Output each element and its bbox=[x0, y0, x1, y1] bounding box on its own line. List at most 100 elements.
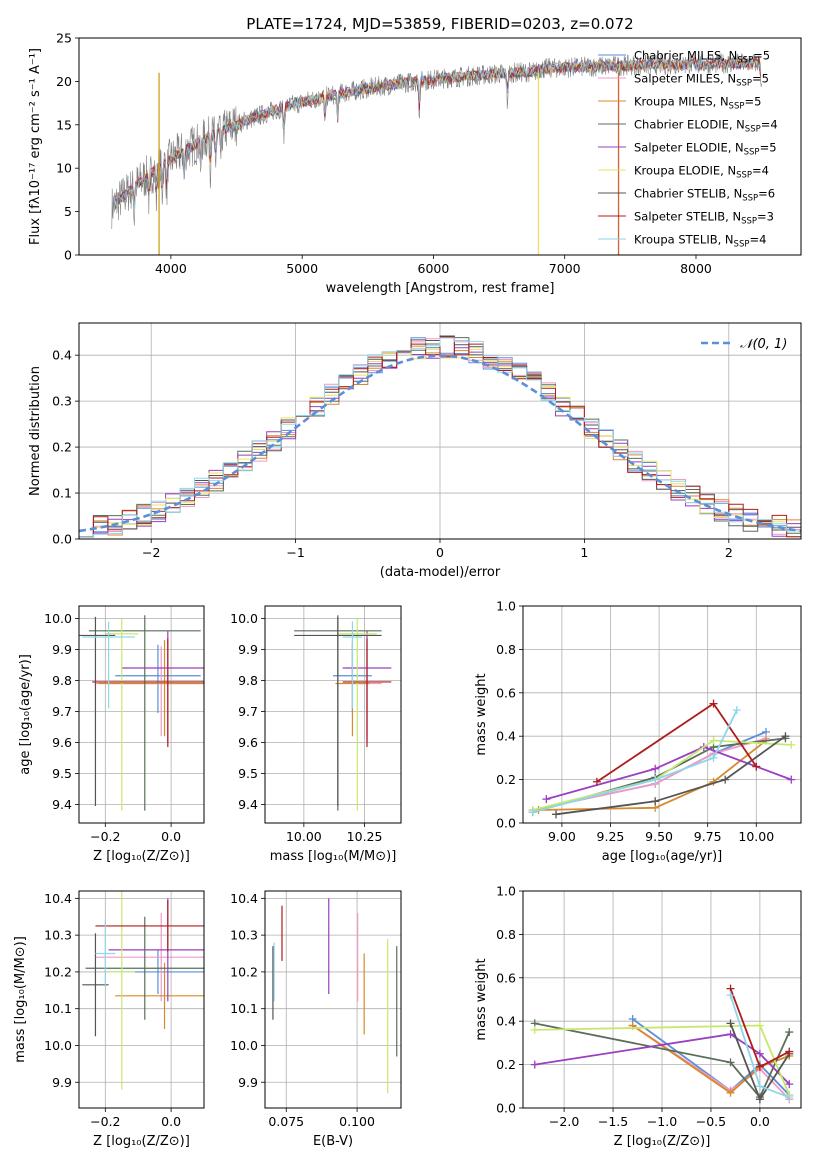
age-vs-mass-axes-ytick-label: 9.8 bbox=[238, 673, 258, 688]
weight-marker bbox=[755, 1021, 764, 1030]
spectrum-axes-xtick-label: 7000 bbox=[549, 261, 581, 276]
weight-vs-z-axes-xlabel: Z [log₁₀(Z/Z⊙)] bbox=[614, 1134, 711, 1149]
weight-vs-age-axes-xtick-label: 9.75 bbox=[694, 829, 722, 844]
weight-marker bbox=[755, 1095, 764, 1104]
legend-label-sub: SSP bbox=[734, 240, 750, 250]
spectrum-axes: 4000 5000 6000 7000 8000 0 5 10 15 20 25 wavelength… bbox=[28, 15, 802, 296]
mass-vs-z-axes-ytick-label: 9.9 bbox=[52, 1075, 72, 1090]
legend-label-name: Chabrier STELIB, N bbox=[634, 187, 742, 201]
weight-vs-age-axes-ytick-label: 0.8 bbox=[496, 642, 516, 657]
weight-vs-z-axes: −2.0 −1.5 −1.0 −0.5 0.0 0.0 0.2 0.4 0.6 0.8 1.0 Z [… bbox=[474, 884, 802, 1149]
legend-label-count: =5 bbox=[753, 49, 770, 63]
weight-vs-age-axes-axes-frame bbox=[522, 605, 802, 824]
weight-vs-z-axes-ytick-label: 0.2 bbox=[496, 1057, 516, 1072]
age-vs-z-axes-ytick-label: 9.8 bbox=[52, 673, 72, 688]
spectrum-axes-title: PLATE=1724, MJD=53859, FIBERID=0203, z=0… bbox=[246, 15, 633, 33]
mass-vs-z-axes-plot-area bbox=[82, 891, 204, 1090]
gaussian-curve bbox=[79, 354, 801, 533]
mass-vs-ebv-axes-xtick-label: 0.100 bbox=[339, 1114, 375, 1129]
age-vs-z-axes-axes-frame bbox=[78, 605, 205, 824]
weight-line bbox=[532, 739, 792, 811]
mass-vs-ebv-axes: 0.075 0.100 9.9 10.0 10.1 10.2 10.3 10.4 E(B-V) bbox=[230, 890, 402, 1149]
legend-label-count: =5 bbox=[760, 141, 777, 155]
weight-marker bbox=[755, 1049, 764, 1058]
weight-line bbox=[632, 1018, 790, 1096]
weight-vs-z-axes-xtick-label: 0.0 bbox=[750, 1114, 770, 1129]
mass-vs-ebv-axes-ytick-label: 10.1 bbox=[230, 1001, 258, 1016]
weight-line bbox=[532, 709, 738, 813]
legend-label-sub: SSP bbox=[744, 148, 760, 158]
weight-marker bbox=[528, 808, 537, 817]
weight-vs-age-axes-frame: 9.00 9.25 9.50 9.75 10.00 0.0 0.2 0.4 0.6 0.8 1.0 bbox=[496, 599, 802, 844]
spectrum-axes-ytick-label: 15 bbox=[56, 117, 72, 132]
age-vs-mass-axes-xtick-label: 10.25 bbox=[347, 829, 383, 844]
weight-line bbox=[532, 737, 767, 811]
weight-vs-z-axes-frame: −2.0 −1.5 −1.0 −0.5 0.0 0.0 0.2 0.4 0.6 0.8 1.0 bbox=[496, 884, 802, 1129]
mass-vs-z-axes-xtick-label: −0.2 bbox=[90, 1114, 120, 1129]
weight-vs-age-axes-xtick-label: 9.25 bbox=[597, 829, 625, 844]
spectrum-axes-xtick-label: 5000 bbox=[286, 261, 318, 276]
weight-vs-age-axes-ytick-label: 0.4 bbox=[496, 729, 516, 744]
weight-vs-z-axes-grid bbox=[523, 890, 801, 1109]
mass-vs-ebv-axes-ytick-label: 10.0 bbox=[230, 1038, 258, 1053]
legend-label-sub: SSP bbox=[742, 194, 758, 204]
weight-marker bbox=[709, 699, 718, 708]
legend-label-name: Chabrier ELODIE, N bbox=[634, 118, 745, 132]
age-vs-z-axes-frame: −0.2 0.0 9.4 9.5 9.6 9.7 9.8 9.9 10.0 bbox=[44, 605, 205, 844]
weight-vs-z-axes-ytick-label: 0.8 bbox=[496, 927, 516, 942]
weight-vs-z-axes-ytick-label: 1.0 bbox=[496, 884, 516, 899]
mass-vs-ebv-axes-frame: 0.075 0.100 9.9 10.0 10.1 10.2 10.3 10.4 bbox=[230, 890, 402, 1129]
spectrum-axes-plot-area bbox=[111, 53, 762, 255]
weight-marker bbox=[755, 1062, 764, 1071]
legend-label-name: Salpeter STELIB, N bbox=[634, 210, 741, 224]
weight-vs-z-axes-xtick-label: −0.5 bbox=[696, 1114, 726, 1129]
weight-marker bbox=[552, 810, 561, 819]
mass-vs-ebv-axes-ytick-label: 10.2 bbox=[230, 964, 258, 979]
legend-label-name: Kroupa ELODIE, N bbox=[634, 164, 736, 178]
legend-label-count: =5 bbox=[744, 95, 761, 109]
weight-marker bbox=[709, 753, 718, 762]
legend-label-sub: SSP bbox=[729, 102, 745, 112]
weight-marker bbox=[651, 775, 660, 784]
spectrum-axes-ytick-label: 20 bbox=[56, 74, 72, 89]
age-vs-z-axes-ytick-label: 10.0 bbox=[44, 611, 72, 626]
weight-marker bbox=[752, 762, 761, 771]
residual-hist-axes-xtick-label: 2 bbox=[725, 545, 733, 560]
mass-vs-z-axes-axes-frame bbox=[78, 890, 205, 1109]
spectrum-axes-ytick-label: 5 bbox=[64, 204, 72, 219]
residual-hist-axes-ytick-label: 0.2 bbox=[52, 440, 72, 455]
weight-vs-age-axes-xlabel: age [log₁₀(age/yr)] bbox=[602, 849, 723, 864]
residual-hist-axes-xtick-label: 0 bbox=[436, 545, 444, 560]
hist-step-line bbox=[79, 337, 801, 538]
weight-marker bbox=[542, 795, 551, 804]
legend-label: Kroupa STELIB, NSSP=4 bbox=[634, 233, 766, 250]
legend-label-name: Salpeter ELODIE, N bbox=[634, 141, 744, 155]
mass-vs-z-axes-grid bbox=[79, 891, 204, 1108]
weight-vs-z-axes-ytick-label: 0.6 bbox=[496, 970, 516, 985]
weight-line bbox=[596, 702, 758, 783]
weight-marker bbox=[721, 775, 730, 784]
weight-marker bbox=[530, 1060, 539, 1069]
weight-vs-age-axes-xtick-label: 9.50 bbox=[645, 829, 673, 844]
mass-vs-ebv-axes-ytick-label: 10.4 bbox=[230, 891, 258, 906]
mass-vs-z-axes-ytick-label: 10.2 bbox=[44, 964, 72, 979]
residual-hist-axes-ytick-label: 0.1 bbox=[52, 486, 72, 501]
weight-marker bbox=[530, 1025, 539, 1034]
weight-marker bbox=[787, 775, 796, 784]
legend-label: Salpeter STELIB, NSSP=3 bbox=[634, 210, 774, 227]
age-vs-mass-axes-axes-frame bbox=[264, 605, 402, 824]
spectrum-axes-xtick-label: 8000 bbox=[680, 261, 712, 276]
age-vs-mass-axes-xtick-label: 10.00 bbox=[286, 829, 322, 844]
spectrum-axes-ytick-label: 0 bbox=[64, 248, 72, 263]
legend-label-name: Kroupa STELIB, N bbox=[634, 233, 734, 247]
weight-marker bbox=[726, 1019, 735, 1028]
weight-vs-age-axes: 9.00 9.25 9.50 9.75 10.00 0.0 0.2 0.4 0.6 0.8 1.0 a… bbox=[474, 599, 802, 864]
legend-label-sub: SSP bbox=[736, 79, 752, 89]
age-vs-z-axes-ytick-label: 9.9 bbox=[52, 642, 72, 657]
legend-label: Kroupa ELODIE, NSSP=4 bbox=[634, 164, 769, 181]
weight-vs-age-axes-xtick-label: 9.00 bbox=[548, 829, 576, 844]
legend-label-count: =5 bbox=[752, 72, 769, 86]
age-vs-z-axes-ytick-label: 9.6 bbox=[52, 735, 72, 750]
age-vs-mass-axes-grid bbox=[265, 606, 401, 823]
